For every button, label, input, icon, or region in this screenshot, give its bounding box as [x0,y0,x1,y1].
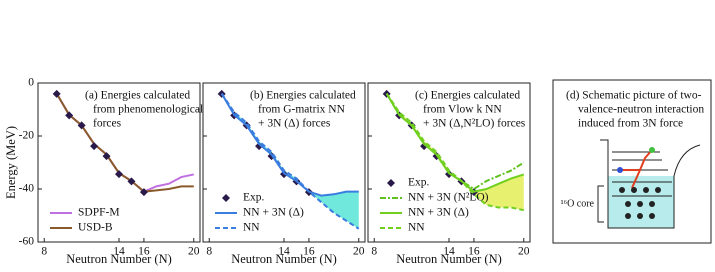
y-axis-label: Energy (MeV) [4,126,18,199]
potential-well [600,139,701,229]
x-axis-label: Neutron Number (N) [396,252,502,266]
exp-marker [102,152,111,161]
x-tick-label: 20 [353,246,365,258]
shaded-band [386,93,524,211]
series-line [220,93,360,230]
x-tick-label: 20 [518,246,530,258]
legend-label: SDPF-M [78,207,120,219]
legend-label: NN + 3N (Δ) [408,207,469,219]
x-tick-label: 14 [278,246,290,258]
exp-marker [77,121,86,130]
series-line [385,93,524,212]
legend-label: NN [243,222,260,234]
x-tick-label: 8 [41,246,47,258]
schematic-title: (d) Schematic picture of two- [566,90,702,102]
exp-marker [52,89,61,98]
core-label: ¹⁶O core [561,198,595,209]
y-tick-label: -20 [19,130,35,142]
x-tick-label: 16 [468,246,480,258]
x-tick-label: 14 [113,246,125,258]
x-tick-label: 20 [188,246,200,258]
schematic-title: induced from 3N force [578,118,683,130]
exp-marker [127,177,136,186]
y-tick-label: -60 [19,236,35,248]
x-axis-label: Neutron Number (N) [66,252,172,266]
x-tick-label: 14 [443,246,455,258]
series-line [220,93,359,197]
panel-title: forces [93,118,122,130]
interaction-lines [622,149,653,189]
panel-title: from G-matrix NN [258,104,346,116]
x-tick-label: 8 [206,246,212,258]
legend-label: NN + 3N (Δ) [243,207,304,219]
x-tick-label: 8 [371,246,377,258]
core-bracket [597,185,604,223]
x-tick-label: 16 [138,246,150,258]
panel-title: from Vlow k NN [423,104,502,116]
legend-label: Exp. [408,177,430,189]
shaded-band [221,93,359,229]
y-tick-label: 0 [28,77,34,89]
schematic: (d) Schematic picture of two- valence-ne… [552,79,712,244]
legend-label: Exp. [243,192,265,204]
panel-title: + 3N (Δ) forces [258,118,331,130]
neutron [649,147,655,153]
exp-marker [139,188,148,197]
legend-label: NN + 3N (N²LO) [408,192,489,204]
panel-title: + 3N (Δ,N²LO) forces [423,118,526,130]
schematic-frame [552,79,712,244]
neutron [617,167,623,173]
schematic-title: valence-neutron interaction [578,104,704,116]
exp-marker [65,111,74,120]
legend-marker [222,194,230,202]
legend-label: NN [408,222,425,234]
core-nucleons [619,187,661,219]
panel-title: (a) Energies calculated [85,90,190,102]
x-axis-label: Neutron Number (N) [231,252,337,266]
y-tick-label: -40 [19,183,35,195]
panel-title: (c) Energies calculated [415,90,520,102]
legend-label: USD-B [78,222,113,234]
x-tick-label: 16 [303,246,315,258]
series-line [385,93,525,193]
legend-marker [387,179,395,187]
exp-marker [115,170,123,179]
exp-marker [90,142,99,151]
panel-title: from phenomenological [93,104,203,116]
panel-title: (b) Energies calculated [250,90,356,102]
